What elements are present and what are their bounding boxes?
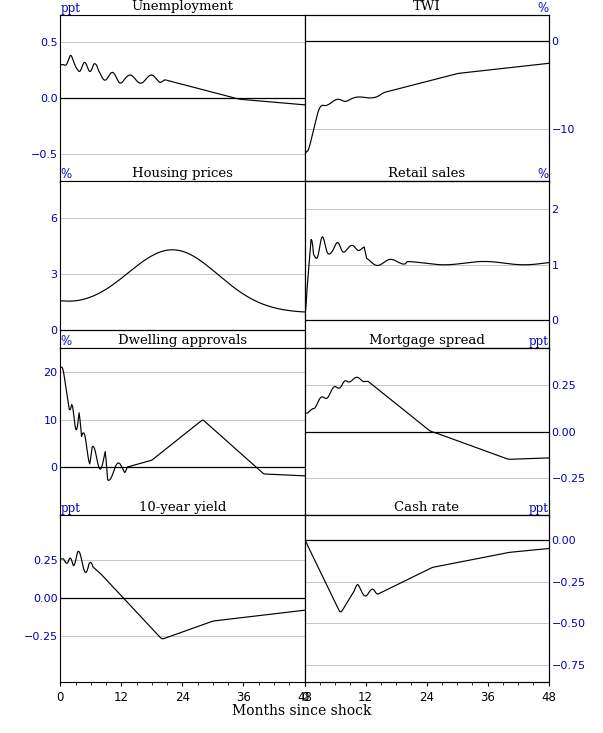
Title: Unemployment: Unemployment xyxy=(131,1,233,13)
Title: Retail sales: Retail sales xyxy=(388,167,465,180)
Title: Mortgage spread: Mortgage spread xyxy=(368,334,485,347)
Text: ppt: ppt xyxy=(60,502,80,515)
Title: Cash rate: Cash rate xyxy=(394,501,459,514)
Text: ppt: ppt xyxy=(529,502,549,515)
Text: %: % xyxy=(538,169,549,182)
Text: ppt: ppt xyxy=(529,335,549,348)
Text: Months since shock: Months since shock xyxy=(232,704,371,718)
Text: ppt: ppt xyxy=(60,1,80,15)
Title: TWI: TWI xyxy=(412,1,441,13)
Text: %: % xyxy=(60,169,71,182)
Text: %: % xyxy=(538,1,549,15)
Title: Housing prices: Housing prices xyxy=(132,167,233,180)
Title: 10-year yield: 10-year yield xyxy=(139,501,226,514)
Title: Dwelling approvals: Dwelling approvals xyxy=(118,334,247,347)
Text: %: % xyxy=(60,335,71,348)
